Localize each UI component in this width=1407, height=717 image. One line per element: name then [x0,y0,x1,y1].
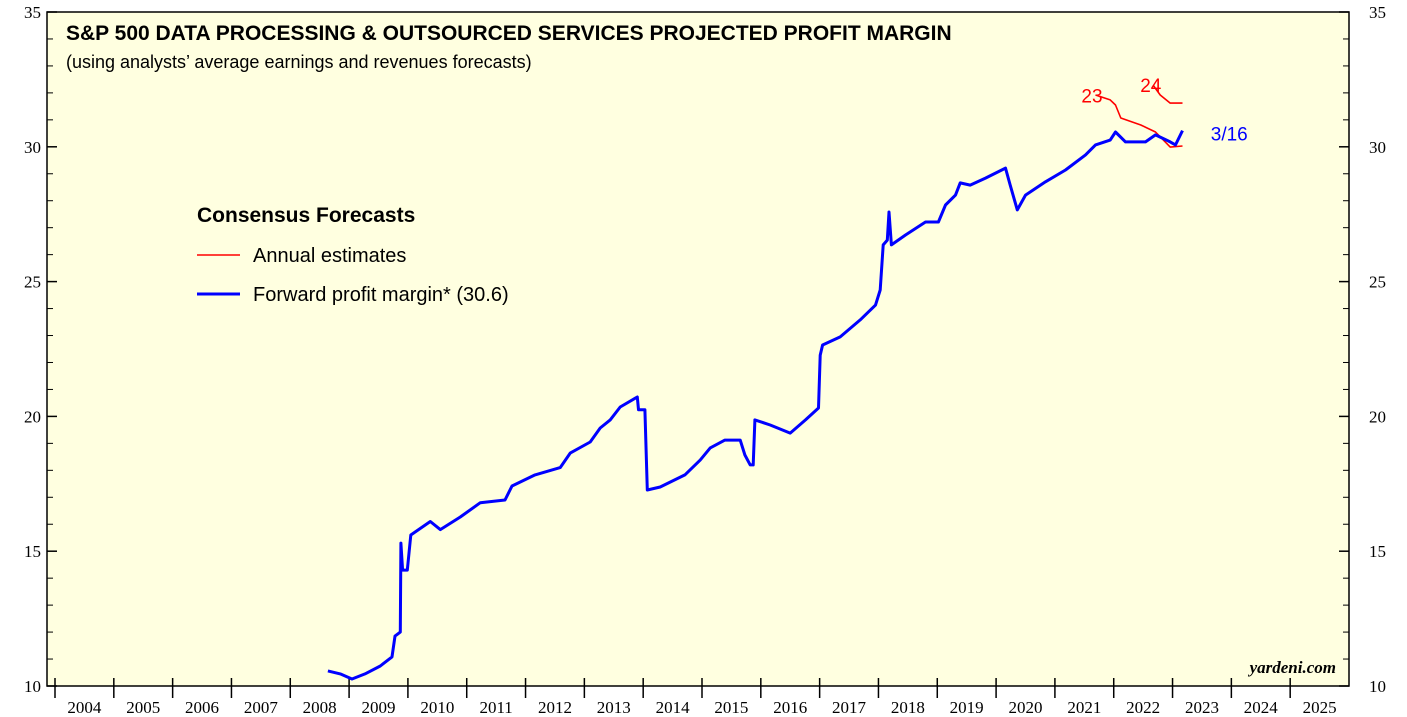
annotation: 24 [1140,76,1162,97]
y2-tick-label: 35 [1369,3,1386,22]
x-tick-label: 2024 [1244,698,1279,717]
x-tick-label: 2023 [1185,698,1219,717]
y2-tick-label: 25 [1369,273,1386,292]
x-tick-label: 2005 [126,698,160,717]
x-tick-label: 2018 [891,698,925,717]
x-tick-label: 2014 [656,698,691,717]
plot-area [46,11,1350,687]
y-tick-label: 10 [24,677,41,696]
annotation: 3/16 [1211,124,1248,145]
y-tick-label: 25 [24,273,41,292]
x-tick-label: 2021 [1067,698,1101,717]
y2-tick-label: 30 [1369,138,1386,157]
series-line [327,129,1184,681]
x-tick-label: 2019 [950,698,984,717]
x-tick-label: 2009 [362,698,396,717]
chart-title: S&P 500 DATA PROCESSING & OUTSOURCED SER… [66,22,952,45]
y2-tick-label: 15 [1369,542,1386,561]
x-tick-label: 2020 [1009,698,1043,717]
x-tick-label: 2016 [773,698,807,717]
x-tick-label: 2008 [303,698,337,717]
x-tick-label: 2013 [597,698,631,717]
annotation: 23 [1081,87,1102,108]
x-tick-label: 2010 [420,698,454,717]
x-tick-label: 2004 [67,698,102,717]
legend-title: Consensus Forecasts [197,204,415,227]
y-tick-label: 30 [24,138,41,157]
x-tick-label: 2012 [538,698,572,717]
x-tick-label: 2017 [832,698,867,717]
y2-tick-label: 10 [1369,677,1386,696]
source: yardeni.com [1248,658,1336,677]
x-tick-label: 2006 [185,698,219,717]
chart-subtitle: (using analysts’ average earnings and re… [66,52,532,72]
x-tick-label: 2011 [479,698,512,717]
series-line [1095,94,1183,148]
y-tick-label: 35 [24,3,41,22]
x-tick-label: 2007 [244,698,279,717]
y-tick-label: 15 [24,542,41,561]
x-tick-label: 2025 [1303,698,1337,717]
y-tick-label: 20 [24,407,41,426]
series-line [1152,84,1183,104]
x-tick-label: 2022 [1126,698,1160,717]
y2-tick-label: 20 [1369,407,1386,426]
x-tick-label: 2015 [714,698,748,717]
legend-label: Annual estimates [253,245,406,267]
legend-label: Forward profit margin* (30.6) [253,284,509,306]
